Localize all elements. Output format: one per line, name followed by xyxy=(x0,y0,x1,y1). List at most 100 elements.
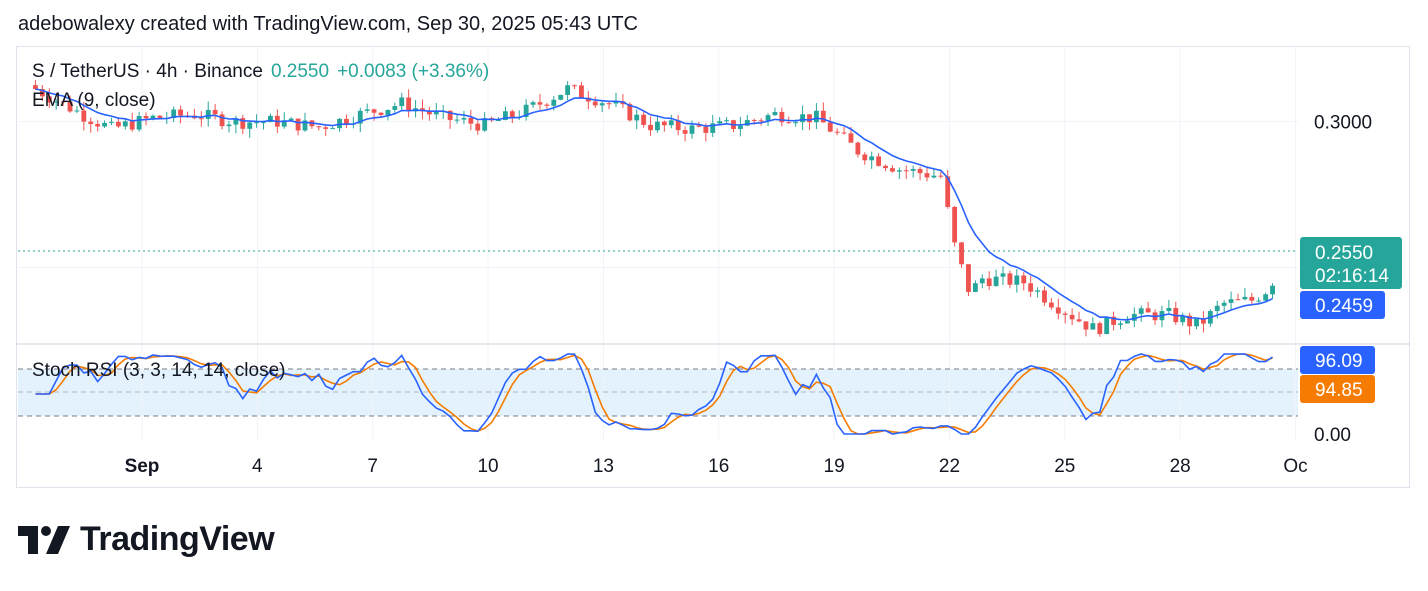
candle-body xyxy=(302,120,308,131)
candle-body xyxy=(115,121,121,127)
stoch-axis: 0.00 xyxy=(1314,425,1351,446)
stoch-k-badge xyxy=(1300,346,1375,374)
candle-body xyxy=(233,118,239,125)
candle-body xyxy=(102,122,107,127)
candle-body xyxy=(295,118,301,131)
candle-body xyxy=(751,119,757,121)
candle-body xyxy=(737,125,743,130)
candle-body xyxy=(924,173,930,178)
countdown-value: 02:16:14 xyxy=(1315,266,1389,287)
candle-body xyxy=(81,110,87,122)
candle-body xyxy=(219,114,225,127)
candle-body xyxy=(447,110,453,121)
candle-body xyxy=(786,122,792,124)
candle-body xyxy=(986,278,992,287)
candle-body xyxy=(572,85,577,87)
candle-body xyxy=(39,89,45,97)
candle-body xyxy=(254,122,260,124)
candle-body xyxy=(226,124,232,127)
candle-body xyxy=(807,114,812,123)
candle-body xyxy=(876,156,882,166)
candle-body xyxy=(910,168,916,171)
candle-body xyxy=(212,109,218,115)
ema-badge xyxy=(1300,291,1385,319)
candle-body xyxy=(1090,323,1096,330)
x-tick-label: Oc xyxy=(1283,456,1307,477)
candle-body xyxy=(703,126,709,133)
candle-body xyxy=(198,118,204,120)
stoch-legend: Stoch RSI (3, 3, 14, 14, close) xyxy=(32,360,286,381)
candle-body xyxy=(1221,302,1227,306)
stoch-k-badge-value: 96.09 xyxy=(1315,351,1363,372)
candle-body xyxy=(143,116,149,119)
last-price-badge-value: 0.2550 xyxy=(1315,243,1373,264)
candle-body xyxy=(813,110,819,123)
candle-body xyxy=(95,124,101,127)
candle-body xyxy=(1048,302,1054,308)
time-axis: Sep 4 7 10 13 16 19 22 25 28 Oc xyxy=(125,456,1308,477)
candle-body xyxy=(972,283,978,292)
ema-legend: EMA (9, close) xyxy=(32,90,156,111)
candle-body xyxy=(661,121,667,126)
candle-body xyxy=(820,110,826,123)
candle-body xyxy=(316,126,322,128)
candle-body xyxy=(1021,275,1027,284)
candle-body xyxy=(599,103,605,106)
candle-body xyxy=(150,115,156,119)
candle-body xyxy=(1035,290,1040,292)
candle-body xyxy=(60,101,66,103)
candle-body xyxy=(461,117,467,120)
candle-body xyxy=(1235,299,1241,301)
symbol-legend: S / TetherUS · 4h · Binance 0.2550 +0.0083… xyxy=(32,61,497,83)
x-tick-label: 28 xyxy=(1170,456,1191,477)
candle-body xyxy=(385,109,391,115)
candle-body xyxy=(344,118,349,125)
x-tick-label: 22 xyxy=(939,456,960,477)
candle-body xyxy=(364,109,370,111)
candle-body xyxy=(1076,319,1082,322)
candle-body xyxy=(558,94,564,100)
candle-body xyxy=(862,154,868,161)
candle-body xyxy=(33,85,38,90)
candle-body xyxy=(993,276,999,287)
candle-body xyxy=(288,118,294,121)
candle-body xyxy=(1242,296,1248,300)
candle-body xyxy=(247,122,253,129)
candle-body xyxy=(551,99,557,106)
tradingview-logo[interactable]: TradingView xyxy=(18,520,275,559)
candle-body xyxy=(800,114,806,123)
candle-body xyxy=(268,115,273,123)
candle-body xyxy=(945,176,951,207)
candle-body xyxy=(399,97,405,107)
x-tick-label: 25 xyxy=(1054,456,1075,477)
candle-body xyxy=(890,168,895,172)
candle-body xyxy=(502,111,508,121)
ema-line xyxy=(35,88,1273,321)
chart-frame xyxy=(16,46,1410,488)
candle-body xyxy=(966,264,971,292)
candle-body xyxy=(585,97,591,102)
tradingview-logo-icon xyxy=(18,525,70,554)
candle-body xyxy=(848,133,854,143)
candle-body xyxy=(454,119,460,121)
candle-body xyxy=(758,120,764,122)
candle-body xyxy=(171,109,177,119)
stoch-k-line xyxy=(35,353,1273,435)
candle-body xyxy=(689,125,695,134)
candle-body xyxy=(433,111,439,115)
candle-body xyxy=(1118,323,1123,325)
candle-body xyxy=(281,120,287,127)
candle-body xyxy=(710,123,716,133)
candle-body xyxy=(1249,296,1255,301)
candle-body xyxy=(46,96,52,103)
candles xyxy=(33,80,1275,337)
candle-body xyxy=(613,101,619,104)
candle-body xyxy=(1263,294,1269,301)
candle-body xyxy=(1042,290,1047,303)
candle-body xyxy=(979,278,985,284)
candle-body xyxy=(717,121,723,124)
x-tick-label: Sep xyxy=(125,456,160,477)
grid xyxy=(18,47,1298,440)
candle-body xyxy=(109,121,114,123)
